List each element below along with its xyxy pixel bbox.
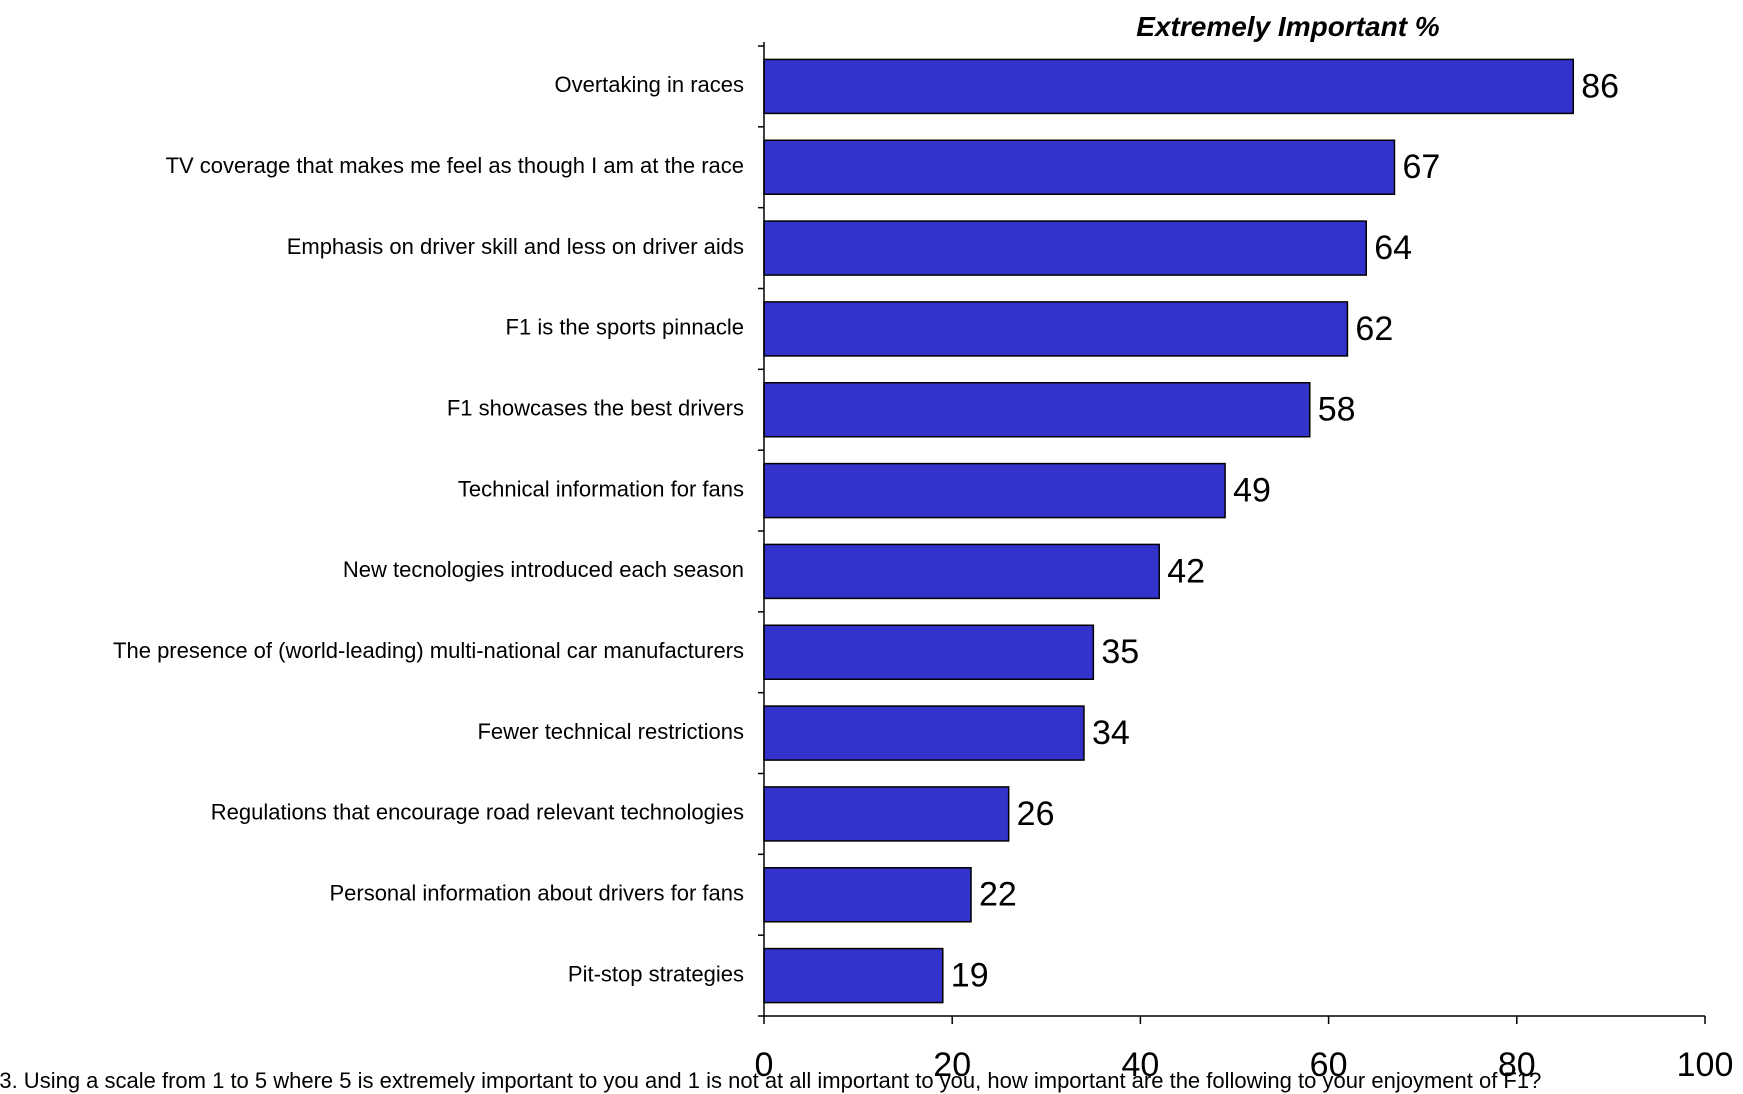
x-tick-label: 20	[933, 1046, 971, 1084]
data-label: 22	[979, 876, 1017, 914]
x-tick-label: 40	[1121, 1046, 1159, 1084]
bar	[763, 301, 1349, 357]
data-label: 19	[951, 957, 989, 995]
bar	[763, 139, 1396, 195]
data-label: 34	[1092, 714, 1130, 752]
bar	[763, 867, 972, 923]
data-label: 86	[1581, 67, 1619, 105]
category-label: Fewer technical restrictions	[477, 719, 744, 744]
data-label: 62	[1355, 310, 1393, 348]
data-label: 42	[1167, 552, 1205, 590]
category-label: Regulations that encourage road relevant…	[211, 800, 744, 825]
bar	[763, 220, 1367, 276]
category-label: F1 showcases the best drivers	[447, 396, 744, 421]
axes: 0 20 40 60 80 100	[755, 42, 1734, 1084]
bar	[763, 382, 1311, 438]
data-label: 49	[1233, 472, 1271, 510]
bar	[763, 705, 1085, 761]
x-tick-label: 60	[1310, 1046, 1348, 1084]
bar	[763, 543, 1160, 600]
category-label: Overtaking in races	[554, 72, 744, 97]
bar	[763, 58, 1575, 115]
category-label: Emphasis on driver skill and less on dri…	[287, 234, 744, 259]
x-tick-label: 80	[1498, 1046, 1536, 1084]
bars-layer	[763, 58, 1575, 1004]
category-label: The presence of (world-leading) multi-na…	[113, 638, 744, 663]
data-label: 35	[1101, 633, 1139, 671]
category-label: Technical information for fans	[458, 476, 744, 501]
x-tick-label: 0	[755, 1046, 774, 1084]
category-label: Pit-stop strategies	[568, 961, 744, 986]
data-label: 64	[1374, 229, 1412, 267]
category-label: F1 is the sports pinnacle	[506, 315, 744, 340]
footnote: Q13. Using a scale from 1 to 5 where 5 i…	[0, 1068, 1541, 1093]
category-label: TV coverage that makes me feel as though…	[166, 153, 744, 178]
data-label: 26	[1017, 795, 1055, 833]
x-tick-label: 100	[1677, 1046, 1734, 1084]
category-label: New tecnologies introduced each season	[343, 557, 744, 582]
chart-title: Extremely Important %	[1136, 11, 1440, 42]
bar	[763, 786, 1010, 842]
category-label: Personal information about drivers for f…	[329, 881, 744, 906]
bar	[763, 624, 1095, 680]
data-label: 58	[1318, 391, 1356, 429]
data-labels: 86 67 64 62 58 49 42 35 34 26 22 19	[951, 67, 1619, 994]
bar	[763, 462, 1226, 519]
bar	[763, 947, 944, 1004]
category-labels: Overtaking in races TV coverage that make…	[113, 72, 744, 986]
data-label: 67	[1402, 148, 1440, 186]
